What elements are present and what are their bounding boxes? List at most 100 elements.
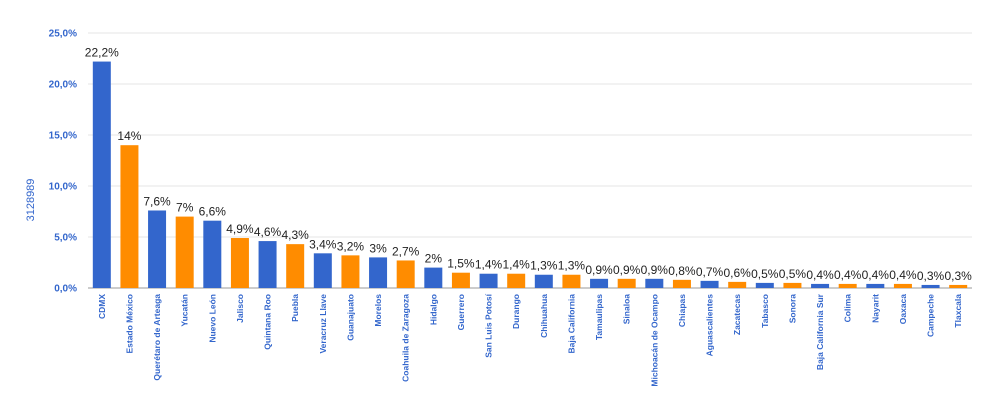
data-label: 3,2% — [337, 239, 365, 253]
data-label: 2% — [425, 252, 443, 266]
x-tick-label: Coahuila de Zaragoza — [401, 294, 411, 382]
data-label: 14% — [117, 129, 141, 143]
data-label: 4,9% — [226, 222, 254, 236]
bar — [562, 274, 581, 288]
bar — [590, 278, 609, 288]
data-label: 2,7% — [392, 244, 420, 258]
bar — [286, 244, 305, 288]
x-tick-label: Tamaulipas — [594, 294, 604, 340]
bars — [92, 61, 968, 289]
data-label: 6,6% — [199, 205, 227, 219]
y-axis-title: 3128989 — [25, 179, 37, 222]
x-tick-label: Nuevo León — [207, 294, 217, 343]
bar — [700, 280, 719, 288]
y-axis-ticks: 0,0% 5,0% 10,0% 15,0% 20,0% 25,0% — [49, 29, 77, 295]
x-tick-label: Michoacán de Ocampo — [649, 294, 659, 387]
bar — [451, 272, 470, 288]
bar — [396, 260, 415, 288]
data-label: 0,4% — [862, 268, 890, 282]
bar — [120, 145, 139, 288]
x-tick-label: Tabasco — [760, 294, 770, 328]
data-label: 0,4% — [834, 268, 862, 282]
x-tick-label: Chihuahua — [539, 294, 549, 338]
data-label: 4,3% — [282, 228, 310, 242]
x-tick-label: Oaxaca — [898, 294, 908, 325]
y-tick-label: 0,0% — [54, 284, 77, 295]
x-tick-label: Colima — [843, 294, 853, 323]
bar — [424, 267, 443, 288]
data-label: 0,3% — [945, 269, 973, 283]
y-tick-label: 15,0% — [49, 131, 77, 142]
x-tick-label: Chiapas — [677, 294, 687, 327]
data-label: 1,3% — [558, 259, 586, 273]
data-label: 3,4% — [309, 237, 337, 251]
data-label: 7% — [176, 201, 194, 215]
bar — [479, 273, 498, 288]
bar — [230, 238, 249, 288]
data-label: 1,4% — [475, 258, 503, 272]
x-tick-label: Nayarit — [870, 294, 880, 323]
y-tick-label: 10,0% — [49, 182, 77, 193]
data-label: 1,5% — [447, 257, 475, 271]
data-label: 1,3% — [530, 259, 558, 273]
x-tick-label: Campeche — [926, 294, 936, 337]
data-label: 0,8% — [668, 264, 696, 278]
data-label: 0,9% — [641, 263, 669, 277]
x-tick-label: San Luis Potosí — [484, 293, 494, 357]
data-label: 0,4% — [889, 268, 917, 282]
data-label: 0,7% — [696, 265, 724, 279]
x-tick-label: Guerrero — [456, 294, 466, 330]
x-tick-label: Sonora — [787, 294, 797, 324]
x-tick-label: Tlaxcala — [953, 294, 963, 328]
bar — [893, 283, 912, 288]
bar — [175, 216, 194, 288]
x-tick-label: Quintana Roo — [263, 294, 273, 350]
x-tick-label: Guanajuato — [345, 294, 355, 341]
x-tick-label: Yucatán — [180, 294, 190, 327]
bar — [341, 255, 360, 288]
bar — [645, 278, 664, 288]
x-tick-label: Veracruz Llave — [318, 294, 328, 354]
x-tick-label: Baja California — [566, 294, 576, 354]
x-tick-label: Jalisco — [235, 294, 245, 323]
x-tick-label: Hidalgo — [428, 294, 438, 325]
bar — [507, 273, 526, 288]
x-tick-label: Morelos — [373, 294, 383, 327]
data-label: 0,9% — [585, 263, 613, 277]
bar — [949, 284, 968, 288]
x-tick-label: CDMX — [97, 294, 107, 319]
data-label: 4,6% — [254, 225, 282, 239]
data-label: 7,6% — [143, 194, 171, 208]
data-label: 0,6% — [724, 266, 752, 280]
bar — [755, 282, 774, 288]
bar — [148, 210, 167, 288]
bar — [921, 284, 940, 288]
bar — [617, 278, 636, 288]
bar — [203, 220, 222, 288]
bar — [728, 281, 747, 288]
bar — [369, 257, 388, 288]
y-tick-label: 25,0% — [49, 29, 77, 40]
x-tick-label: Querétaro de Arteaga — [152, 294, 162, 381]
x-tick-label: Estado México — [124, 294, 134, 354]
bar — [92, 61, 111, 289]
x-tick-label: Puebla — [290, 294, 300, 322]
x-axis-ticks: CDMX Estado México Querétaro de Arteaga Yuc… — [97, 293, 963, 386]
data-label: 0,3% — [917, 269, 945, 283]
x-tick-label: Sinaloa — [622, 294, 632, 325]
data-label: 0,4% — [806, 268, 834, 282]
bar — [672, 279, 691, 288]
data-label: 3% — [369, 241, 387, 255]
bar — [838, 283, 857, 288]
data-label: 0,5% — [751, 267, 779, 281]
x-tick-label: Aguascalientes — [705, 294, 715, 357]
data-label: 22,2% — [85, 46, 119, 60]
data-labels: 22,2% 14% 7,6% 7% 6,6% 4,9% 4,6% 4,3%3,4% 3,2% 3%… — [85, 46, 972, 283]
y-tick-label: 5,0% — [54, 233, 77, 244]
bar — [811, 283, 830, 288]
bar — [534, 274, 553, 288]
x-tick-label: Baja California Sur — [815, 293, 825, 370]
data-label: 0,9% — [613, 263, 641, 277]
